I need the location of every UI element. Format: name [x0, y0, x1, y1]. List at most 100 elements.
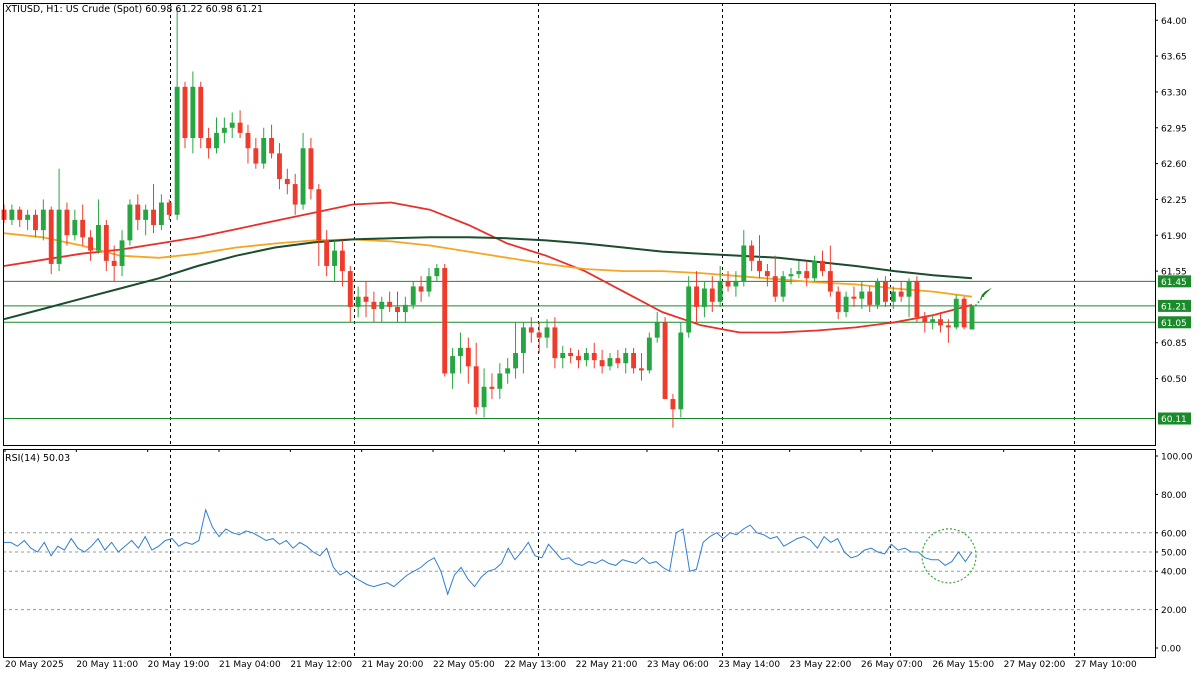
ohlc-values: 60.98 61.22 60.98 61.21: [145, 4, 264, 15]
time-tick-label: 27 May 02:00: [1004, 660, 1066, 670]
candle-bull: [497, 373, 503, 389]
ma-line-1: [3, 232, 973, 298]
candle-bull: [261, 138, 267, 164]
candle-bull: [930, 319, 936, 323]
candle-bull: [717, 281, 723, 302]
price-level-label: 61.45: [1161, 278, 1187, 288]
candle-bear: [898, 291, 904, 297]
time-tick-label: 22 May 05:00: [433, 660, 495, 670]
forecast-dashed-line: [969, 295, 985, 313]
candle-bear: [489, 386, 495, 389]
price-axis: 64.00 63.65 63.30 62.95 62.60 62.25 61.90 61.55…: [1155, 17, 1187, 385]
price-tick-label: 64.00: [1161, 17, 1187, 27]
candle-bear: [88, 237, 94, 251]
candle-bear: [615, 358, 621, 364]
candle-bull: [25, 214, 31, 220]
candle-bull: [410, 286, 416, 305]
candle-bear: [922, 317, 928, 323]
price-level-tag: [1158, 275, 1191, 288]
candle-bear: [552, 327, 558, 359]
candle-bear: [631, 352, 637, 369]
candle-bear: [536, 332, 542, 338]
candle-bear: [851, 296, 857, 299]
rsi-tick-label: 60.00: [1161, 529, 1187, 539]
candle-bull: [906, 281, 912, 297]
rsi-highlight-circle: [921, 528, 977, 584]
price-level-tag: [1158, 316, 1191, 329]
candle-bear: [48, 209, 54, 264]
candle-bear: [442, 268, 448, 374]
candle-bear: [33, 214, 38, 231]
rsi-tick-label: 100.00: [1161, 453, 1193, 463]
candle-bull: [332, 250, 337, 266]
candle-bear: [568, 352, 574, 357]
candle-bull: [969, 305, 975, 330]
candle-bear: [961, 298, 967, 328]
candle-bear: [324, 240, 330, 266]
candle-bear: [749, 245, 755, 261]
rsi-pane: 100.00 80.00 60.00 50.00 40.00 20.00 0.00: [3, 453, 1193, 655]
candle-bear: [764, 271, 770, 277]
candle-bull: [686, 286, 692, 333]
price-tick-label: 62.95: [1161, 124, 1187, 134]
candle-bull: [402, 304, 408, 313]
rsi-tick-label: 50.00: [1161, 549, 1187, 559]
candle-bear: [591, 352, 597, 361]
candle-bear: [867, 291, 873, 305]
candle-bull: [953, 298, 959, 328]
candle-bull: [505, 368, 511, 374]
candle-bull: [623, 352, 629, 364]
price-level-tag: [1158, 299, 1191, 312]
pane-frames: [3, 3, 1156, 658]
price-tick-label: 62.60: [1161, 160, 1187, 170]
candle-bear: [17, 209, 23, 220]
candle-bull: [458, 347, 463, 357]
candle-bull: [796, 271, 802, 275]
ma-line-0: [3, 201, 973, 334]
candle-bear: [80, 219, 86, 238]
candle-bull: [788, 274, 794, 277]
candle-bull: [513, 352, 518, 369]
candle-bull: [520, 327, 526, 353]
candle-bull: [72, 219, 78, 236]
price-tick-label: 63.65: [1161, 53, 1187, 63]
time-tick-label: 23 May 22:00: [790, 660, 852, 670]
candle-bull: [780, 276, 786, 297]
candle-bear: [804, 271, 810, 279]
up-arrow-icon: [980, 287, 992, 300]
candle-bull: [127, 204, 133, 241]
rsi-tick-label: 0.00: [1161, 645, 1181, 655]
price-pane-frame: [3, 3, 1156, 446]
candle-bull: [95, 225, 101, 251]
rsi-tick-label: 80.00: [1161, 491, 1187, 501]
candle-bull: [859, 291, 865, 299]
candle-bear: [64, 209, 70, 236]
candle-bull: [9, 209, 15, 220]
candle-bull: [143, 209, 149, 220]
candle-bear: [206, 138, 212, 149]
candle-bull: [701, 288, 707, 307]
candle-bear: [371, 301, 377, 309]
time-tick-label: 22 May 21:00: [576, 660, 638, 670]
candle-bear: [387, 301, 393, 307]
price-level-label: 60.11: [1161, 415, 1187, 425]
candle-bear: [316, 189, 322, 241]
candle-bear: [725, 281, 731, 287]
price-tick-label: 61.90: [1161, 232, 1187, 242]
candle-bear: [284, 178, 290, 185]
candle-bear: [103, 225, 109, 261]
candle-bull: [190, 86, 196, 139]
candle-bull: [812, 260, 818, 279]
moving-averages: [3, 201, 973, 334]
time-tick-label: 21 May 12:00: [290, 660, 352, 670]
price-tick-label: 60.50: [1161, 375, 1187, 385]
candle-bull: [560, 352, 566, 359]
price-tick-label: 60.85: [1161, 339, 1187, 349]
candle-bull: [646, 337, 652, 371]
chart-header: XTIUSD, H1: US Crude (Spot) 60.98 61.22 …: [5, 4, 263, 15]
candle-bear: [670, 399, 676, 410]
candle-bear: [135, 204, 141, 220]
price-level-label: 61.21: [1161, 302, 1187, 312]
time-tick-label: 20 May 19:00: [148, 660, 210, 670]
